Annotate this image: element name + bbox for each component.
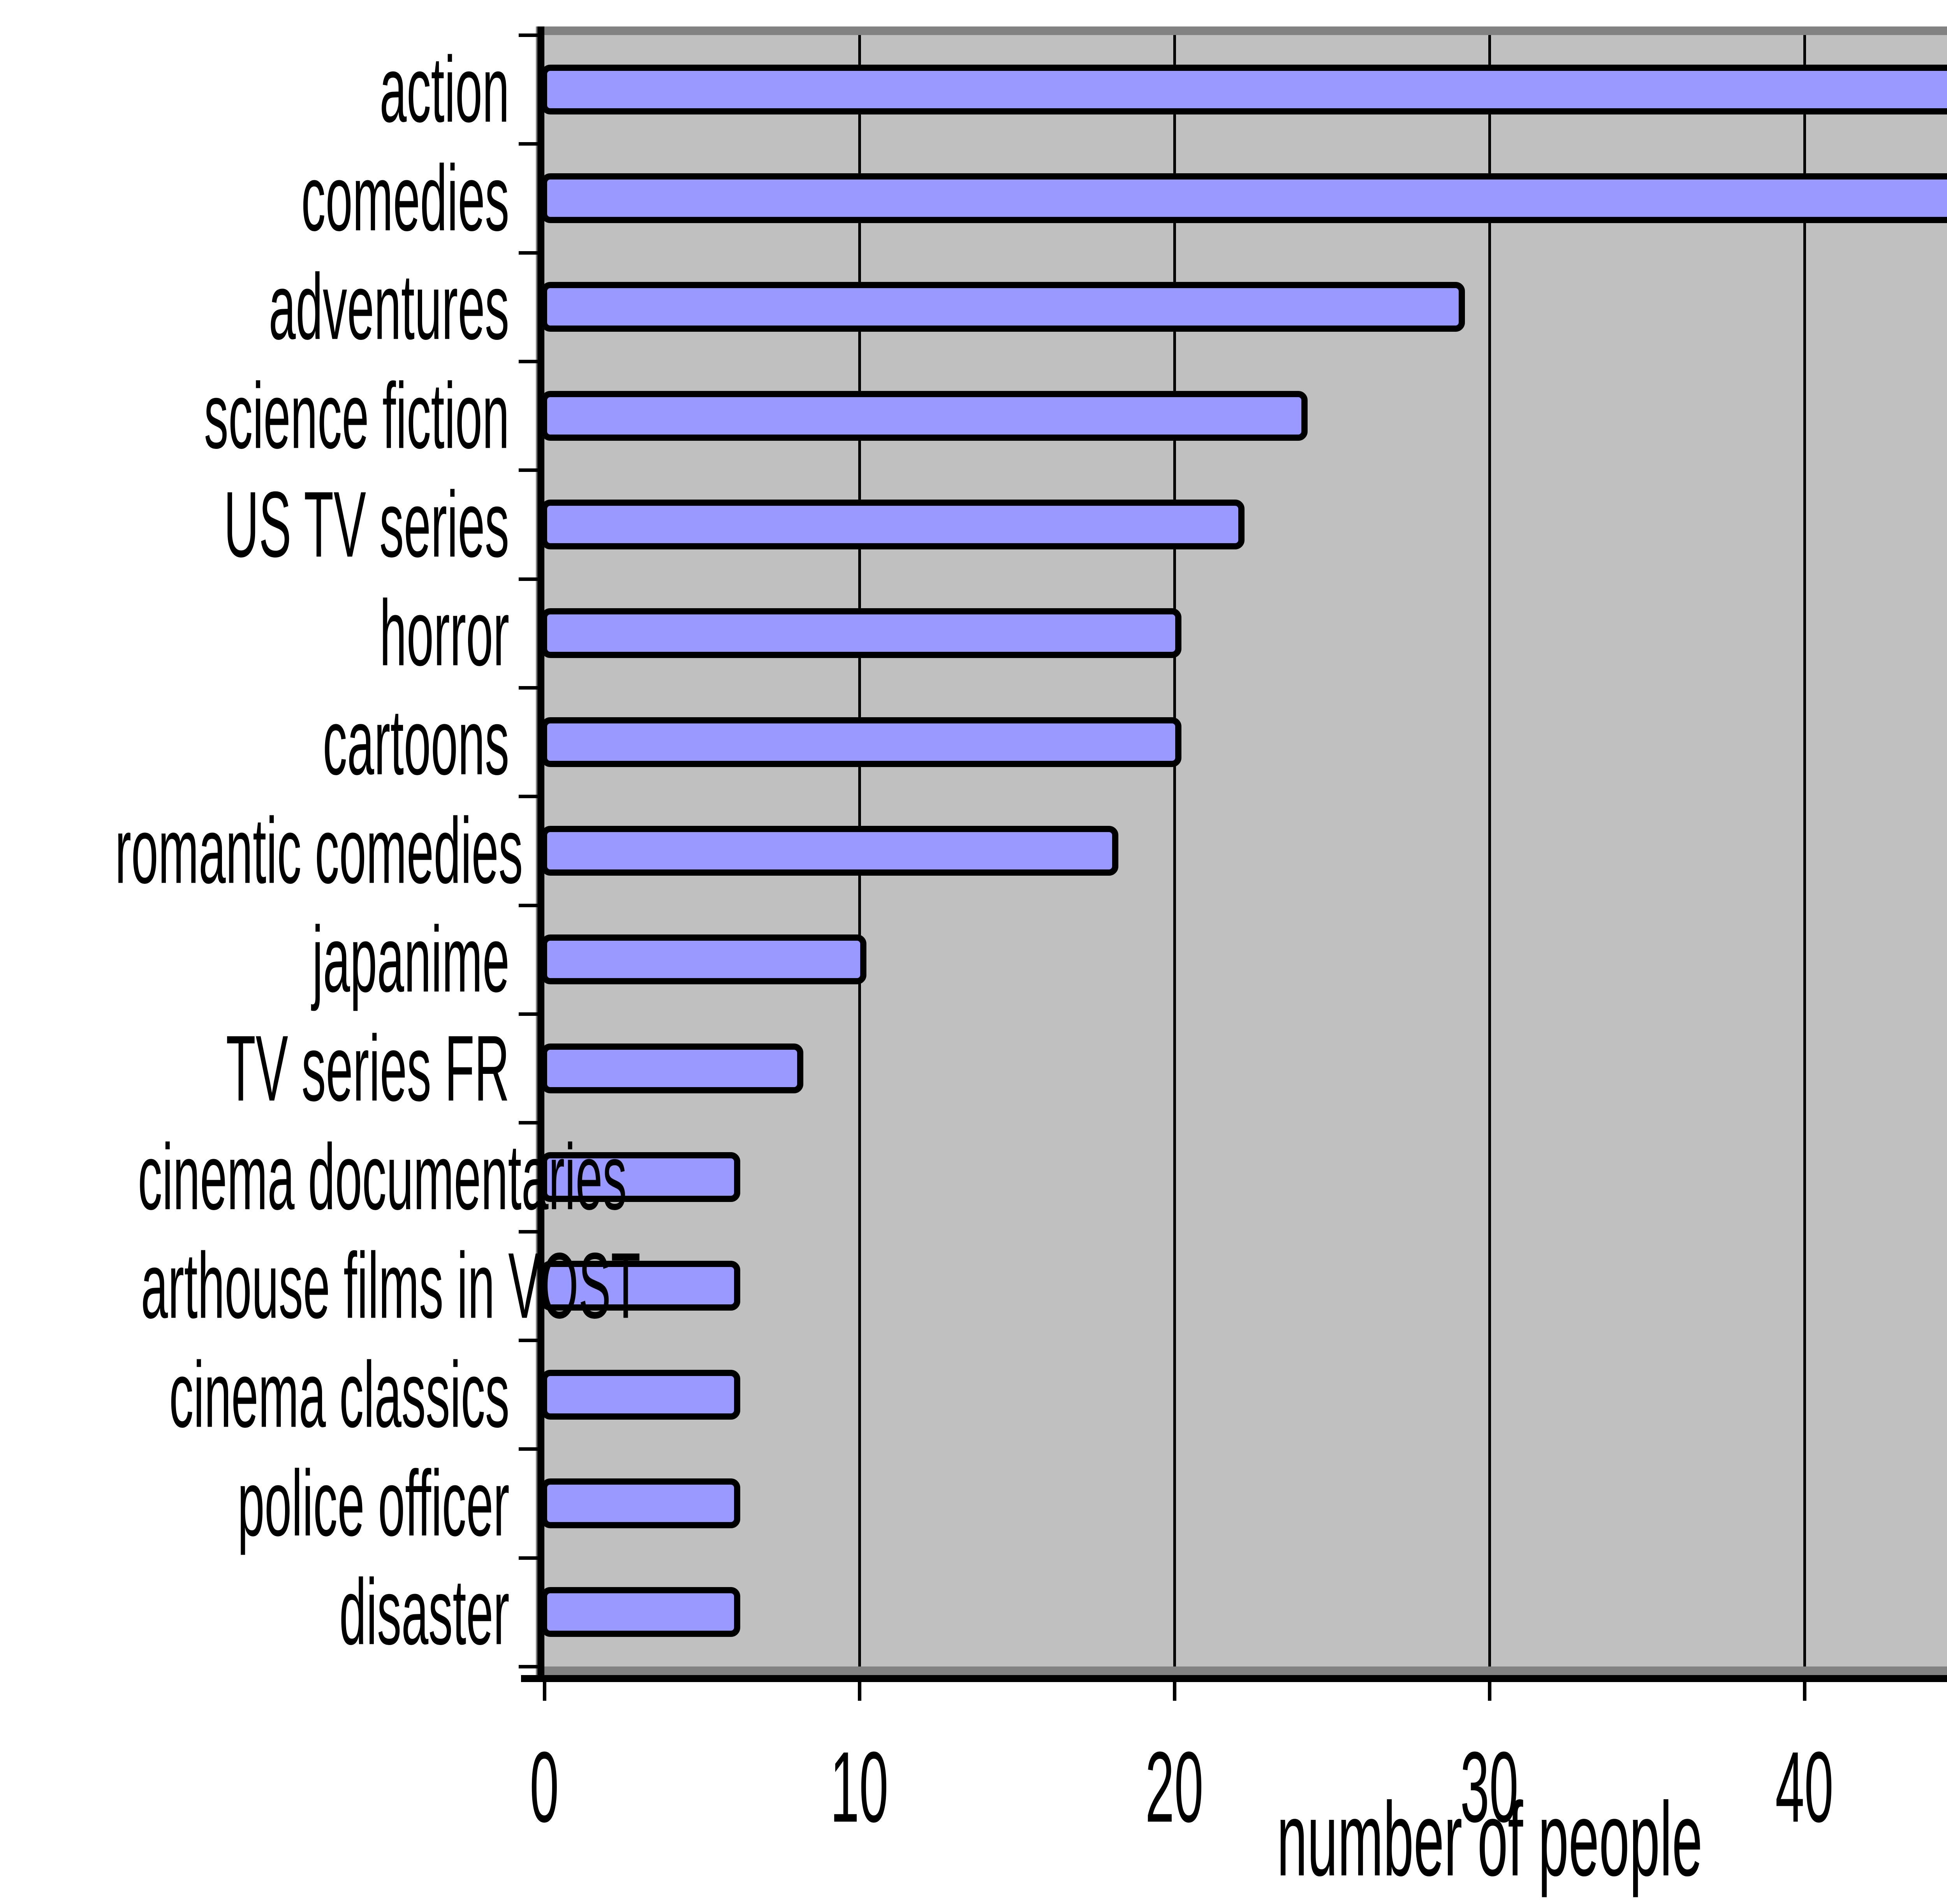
x-tick-mark-40 bbox=[1803, 1682, 1806, 1701]
grid-line-20 bbox=[1173, 35, 1176, 1666]
category-label-text: TV series FR bbox=[225, 1015, 509, 1121]
category-label-text: disaster bbox=[339, 1559, 509, 1664]
bar-police-officer bbox=[541, 1478, 741, 1528]
grid-line-40 bbox=[1803, 35, 1806, 1666]
x-axis-title: number of people bbox=[544, 1781, 1947, 1899]
y-tick-mark bbox=[519, 33, 538, 37]
category-label-text: cinema documentaries bbox=[138, 1124, 627, 1229]
category-label-TV-series-FR: TV series FR bbox=[0, 1016, 509, 1121]
x-tick-label-text: 20 bbox=[1145, 1731, 1204, 1843]
category-label-disaster: disaster bbox=[0, 1559, 509, 1664]
y-tick-mark bbox=[519, 1012, 538, 1016]
category-label-comedies: comedies bbox=[0, 146, 509, 250]
category-label-horror: horror bbox=[0, 581, 509, 685]
x-tick-label-text: 10 bbox=[830, 1731, 889, 1843]
y-tick-mark bbox=[519, 795, 538, 799]
y-tick-mark bbox=[519, 1339, 538, 1342]
y-tick-mark bbox=[519, 1447, 538, 1451]
category-label-text: comedies bbox=[301, 146, 509, 250]
bar-cinema-classics bbox=[541, 1369, 741, 1420]
category-label-text: horror bbox=[380, 581, 509, 685]
y-tick-mark bbox=[519, 903, 538, 907]
y-tick-mark bbox=[519, 360, 538, 363]
x-tick-label-30: 30 bbox=[1419, 1731, 1560, 1843]
category-label-text: japanime bbox=[312, 907, 509, 1012]
x-tick-label-20: 20 bbox=[1104, 1731, 1245, 1843]
bar-arthouse-films-in-VOST bbox=[541, 1261, 741, 1311]
category-label-US-TV-series: US TV series bbox=[0, 472, 509, 577]
y-tick-mark bbox=[519, 1665, 538, 1668]
category-label-japanime: japanime bbox=[0, 907, 509, 1012]
x-tick-mark-30 bbox=[1488, 1682, 1491, 1701]
x-tick-label-text: 40 bbox=[1775, 1731, 1834, 1843]
x-tick-label-text: 0 bbox=[530, 1731, 559, 1843]
y-tick-mark bbox=[519, 686, 538, 690]
bar-cinema-documentaries bbox=[541, 1152, 741, 1202]
y-tick-mark bbox=[519, 1556, 538, 1560]
bar-comedies bbox=[541, 173, 1947, 223]
bar-japanime bbox=[541, 934, 866, 985]
bar-science-fiction bbox=[541, 391, 1308, 441]
y-tick-mark bbox=[519, 1121, 538, 1125]
category-label-text: police officer bbox=[237, 1451, 509, 1556]
grid-line-30 bbox=[1488, 35, 1491, 1666]
y-tick-mark bbox=[519, 142, 538, 146]
x-axis-line bbox=[521, 1675, 1947, 1682]
y-tick-mark bbox=[519, 468, 538, 472]
category-label-police-officer: police officer bbox=[0, 1451, 509, 1556]
category-label-romantic-comedies: romantic comedies bbox=[0, 798, 523, 903]
category-label-text: cartoons bbox=[323, 689, 509, 794]
category-label-arthouse-films-in-VOST: arthouse films in VOST bbox=[0, 1233, 641, 1338]
bar-US-TV-series bbox=[541, 500, 1245, 549]
bar-adventures bbox=[541, 282, 1465, 332]
category-label-cinema-classics: cinema classics bbox=[0, 1342, 509, 1447]
category-label-text: adventures bbox=[269, 254, 509, 359]
x-tick-label-0: 0 bbox=[474, 1731, 614, 1843]
category-label-cartoons: cartoons bbox=[0, 690, 509, 794]
y-tick-mark bbox=[519, 577, 538, 581]
category-label-text: US TV series bbox=[224, 472, 509, 577]
category-label-adventures: adventures bbox=[0, 254, 509, 359]
x-tick-mark-20 bbox=[1173, 1682, 1176, 1701]
bar-action bbox=[541, 64, 1947, 114]
x-axis-title-text: number of people bbox=[1276, 1781, 1702, 1899]
x-tick-label-40: 40 bbox=[1734, 1731, 1875, 1843]
category-label-text: science fiction bbox=[204, 363, 509, 468]
x-tick-mark-0 bbox=[543, 1682, 546, 1701]
y-axis-line bbox=[537, 26, 544, 1682]
category-label-text: romantic comedies bbox=[115, 798, 523, 903]
category-label-text: action bbox=[379, 37, 509, 142]
x-tick-label-text: 30 bbox=[1460, 1731, 1519, 1843]
bar-cartoons bbox=[541, 717, 1181, 767]
y-tick-mark bbox=[519, 251, 538, 255]
category-label-text: arthouse films in VOST bbox=[141, 1233, 641, 1338]
x-tick-label-10: 10 bbox=[789, 1731, 929, 1843]
bar-disaster bbox=[541, 1587, 741, 1637]
bar-TV-series-FR bbox=[541, 1043, 804, 1093]
y-tick-mark bbox=[519, 1230, 538, 1234]
x-tick-mark-10 bbox=[858, 1682, 861, 1701]
bar-horror bbox=[541, 608, 1181, 658]
category-label-action: action bbox=[0, 37, 509, 142]
category-label-cinema-documentaries: cinema documentaries bbox=[0, 1124, 627, 1229]
plot-inner bbox=[541, 35, 1947, 1666]
bar-romantic-comedies bbox=[541, 826, 1119, 876]
category-label-text: cinema classics bbox=[169, 1342, 509, 1447]
category-label-science-fiction: science fiction bbox=[0, 363, 509, 468]
